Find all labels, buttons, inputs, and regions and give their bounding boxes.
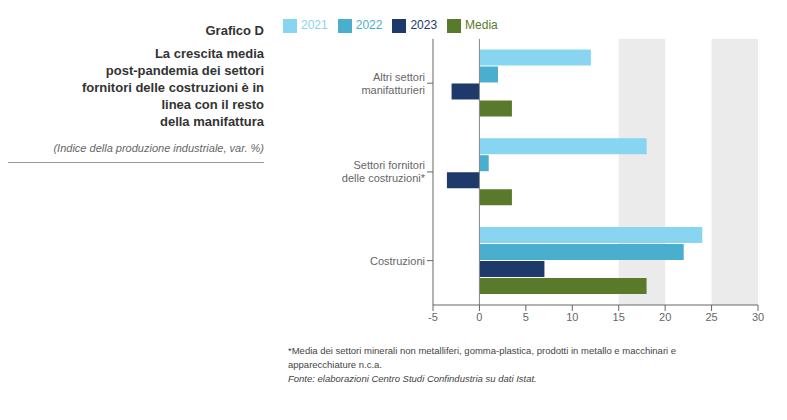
- svg-text:20: 20: [659, 311, 671, 323]
- html-text:(Indice della produzione indus: (Indice della produzione industriale, va…: [53, 142, 264, 154]
- html-text:Media: Media: [465, 18, 498, 32]
- svg-text:30: 30: [752, 311, 764, 323]
- svg-text:Settori fornitoridelle costruz: Settori fornitoridelle costruzioni*: [342, 159, 426, 184]
- svg-text:0: 0: [476, 311, 482, 323]
- svg-text:25: 25: [705, 311, 717, 323]
- html-text:Fonte: elaborazioni Centro Stu: Fonte: elaborazioni Centro Studi Confind…: [288, 373, 537, 384]
- svg-text:Altri settorimanifatturieri: Altri settorimanifatturieri: [361, 71, 425, 96]
- svg-text:10: 10: [566, 311, 578, 323]
- html-text:apparecchiature n.c.a.: apparecchiature n.c.a.: [288, 359, 382, 370]
- svg-text:15: 15: [613, 311, 625, 323]
- html-text:La crescita media: La crescita media: [154, 46, 264, 61]
- svg-text:Costruzioni: Costruzioni: [370, 255, 425, 267]
- html-text:della manifattura: della manifattura: [160, 114, 264, 129]
- html-text:2022: 2022: [355, 18, 383, 32]
- html-text:fornitori delle costruzioni è: fornitori delle costruzioni è in: [82, 80, 264, 95]
- html-text:*Media dei settori minerali no: *Media dei settori minerali non metallif…: [288, 345, 677, 356]
- html-text:Grafico D: Grafico D: [205, 23, 264, 38]
- svg-text:-5: -5: [428, 311, 438, 323]
- html-text:2023: 2023: [410, 18, 438, 32]
- html-text:2021: 2021: [301, 18, 328, 32]
- svg-text:5: 5: [523, 311, 529, 323]
- html-text:linea con il resto: linea con il resto: [161, 97, 264, 112]
- html-text:post-pandemia dei settori: post-pandemia dei settori: [105, 63, 264, 78]
